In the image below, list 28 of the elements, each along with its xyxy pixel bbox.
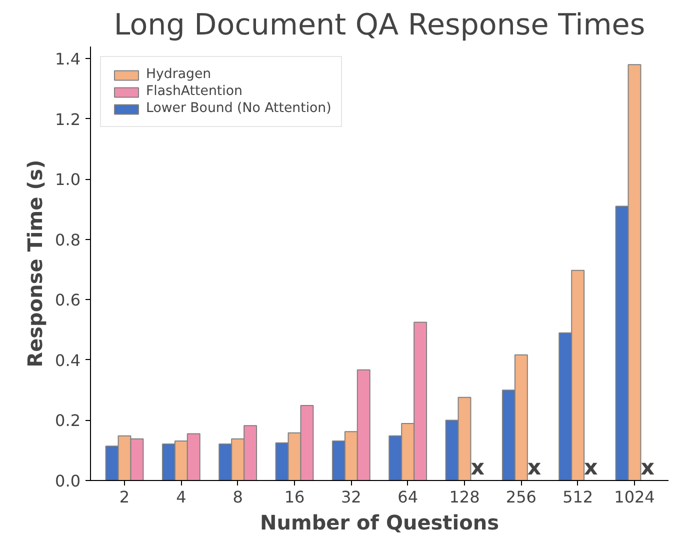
y-tick-label: 0.6 <box>55 290 81 310</box>
x-tick-label: 2 <box>119 488 130 506</box>
y-tick-label: 1.4 <box>55 50 81 69</box>
annotation: x <box>640 456 655 480</box>
x-tick-label: 16 <box>284 488 305 506</box>
x-tick-label: 512 <box>562 488 594 506</box>
legend-label: Hydragen <box>146 67 212 82</box>
x-tick-label: 64 <box>398 488 418 506</box>
annotation: x <box>527 456 542 480</box>
y-tick-label: 1.2 <box>55 110 81 129</box>
y-axis-title: Response Time (s) <box>23 160 48 368</box>
y-tick-label: 0.2 <box>55 411 81 430</box>
legend-label: FlashAttention <box>146 84 242 99</box>
x-tick-label: 32 <box>340 488 362 506</box>
y-tick-label: 0.8 <box>55 230 81 250</box>
x-tick-label: 256 <box>506 488 536 506</box>
chart-title: Long Document QA Response Times <box>114 8 646 42</box>
annotation: x <box>584 456 598 480</box>
x-tick-label: 4 <box>176 488 186 506</box>
y-tick-label: 1.0 <box>55 170 81 190</box>
legend-label: Lower Bound (No Attention) <box>146 101 332 116</box>
x-tick-label: 8 <box>232 488 243 506</box>
y-tick-label: 0.4 <box>55 350 81 370</box>
y-tick-label: 0.0 <box>55 472 81 490</box>
annotation: x <box>470 456 485 480</box>
x-tick-label: 1024 <box>614 488 655 506</box>
x-axis-title: Number of Questions <box>260 510 499 534</box>
x-tick-label: 128 <box>449 488 480 506</box>
